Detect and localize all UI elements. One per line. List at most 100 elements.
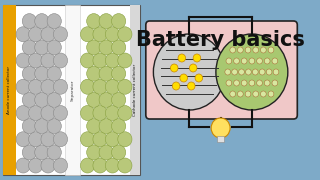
Circle shape (188, 82, 195, 90)
Circle shape (273, 69, 279, 75)
Circle shape (105, 27, 120, 42)
Bar (217, 136, 224, 142)
Circle shape (268, 91, 274, 97)
Circle shape (252, 69, 258, 75)
Circle shape (234, 80, 239, 86)
Circle shape (47, 92, 61, 107)
Circle shape (93, 158, 107, 173)
Bar (3, 5, 140, 175)
Circle shape (105, 105, 120, 120)
Circle shape (195, 74, 203, 82)
Circle shape (93, 79, 107, 94)
Circle shape (189, 64, 197, 72)
Circle shape (105, 79, 120, 94)
Circle shape (249, 58, 255, 64)
Circle shape (118, 27, 132, 42)
Bar (130, 5, 140, 175)
Circle shape (178, 54, 186, 62)
Text: Separator: Separator (71, 79, 75, 101)
Circle shape (28, 105, 43, 120)
Circle shape (47, 66, 61, 81)
Circle shape (118, 53, 132, 68)
Circle shape (241, 58, 247, 64)
Text: Battery basics: Battery basics (136, 30, 305, 50)
Circle shape (87, 119, 101, 134)
Circle shape (118, 132, 132, 147)
Circle shape (81, 105, 95, 120)
Circle shape (87, 66, 101, 81)
Circle shape (180, 74, 188, 82)
Circle shape (257, 80, 262, 86)
Circle shape (257, 58, 262, 64)
Circle shape (234, 58, 239, 64)
Circle shape (93, 53, 107, 68)
Circle shape (245, 69, 251, 75)
Circle shape (53, 132, 68, 147)
Bar (3, 5, 16, 175)
Circle shape (47, 40, 61, 55)
Circle shape (81, 158, 95, 173)
Circle shape (266, 69, 272, 75)
Circle shape (111, 66, 126, 81)
Circle shape (241, 80, 247, 86)
Circle shape (172, 82, 180, 90)
Circle shape (111, 40, 126, 55)
Circle shape (28, 132, 43, 147)
Circle shape (35, 119, 49, 134)
Circle shape (16, 105, 30, 120)
Circle shape (99, 66, 113, 81)
Circle shape (28, 79, 43, 94)
Circle shape (99, 14, 113, 29)
Circle shape (35, 66, 49, 81)
Circle shape (216, 34, 288, 110)
Circle shape (93, 105, 107, 120)
Circle shape (105, 158, 120, 173)
Circle shape (118, 158, 132, 173)
Circle shape (211, 118, 230, 138)
Circle shape (118, 105, 132, 120)
Circle shape (249, 80, 255, 86)
Circle shape (41, 158, 55, 173)
Circle shape (41, 53, 55, 68)
Circle shape (81, 53, 95, 68)
Circle shape (230, 47, 236, 53)
Circle shape (22, 119, 36, 134)
Circle shape (245, 47, 251, 53)
Circle shape (99, 40, 113, 55)
Circle shape (16, 158, 30, 173)
Circle shape (260, 47, 266, 53)
Circle shape (41, 27, 55, 42)
Circle shape (28, 53, 43, 68)
Circle shape (268, 47, 274, 53)
Circle shape (35, 145, 49, 160)
Circle shape (260, 69, 265, 75)
Circle shape (111, 14, 126, 29)
Text: Anode current collector: Anode current collector (7, 66, 12, 114)
Circle shape (93, 132, 107, 147)
Circle shape (22, 66, 36, 81)
Circle shape (264, 80, 270, 86)
Circle shape (16, 79, 30, 94)
Circle shape (99, 145, 113, 160)
Circle shape (264, 58, 270, 64)
Circle shape (253, 91, 259, 97)
Circle shape (237, 91, 243, 97)
Circle shape (245, 91, 251, 97)
Circle shape (225, 69, 230, 75)
Circle shape (53, 158, 68, 173)
Circle shape (22, 92, 36, 107)
Circle shape (53, 105, 68, 120)
Circle shape (22, 145, 36, 160)
Circle shape (105, 53, 120, 68)
Circle shape (16, 27, 30, 42)
Circle shape (260, 91, 266, 97)
Circle shape (118, 79, 132, 94)
Circle shape (272, 58, 278, 64)
Circle shape (35, 14, 49, 29)
Circle shape (232, 69, 237, 75)
Circle shape (87, 14, 101, 29)
Circle shape (53, 27, 68, 42)
Circle shape (22, 40, 36, 55)
Circle shape (81, 132, 95, 147)
Bar (65, 5, 81, 175)
